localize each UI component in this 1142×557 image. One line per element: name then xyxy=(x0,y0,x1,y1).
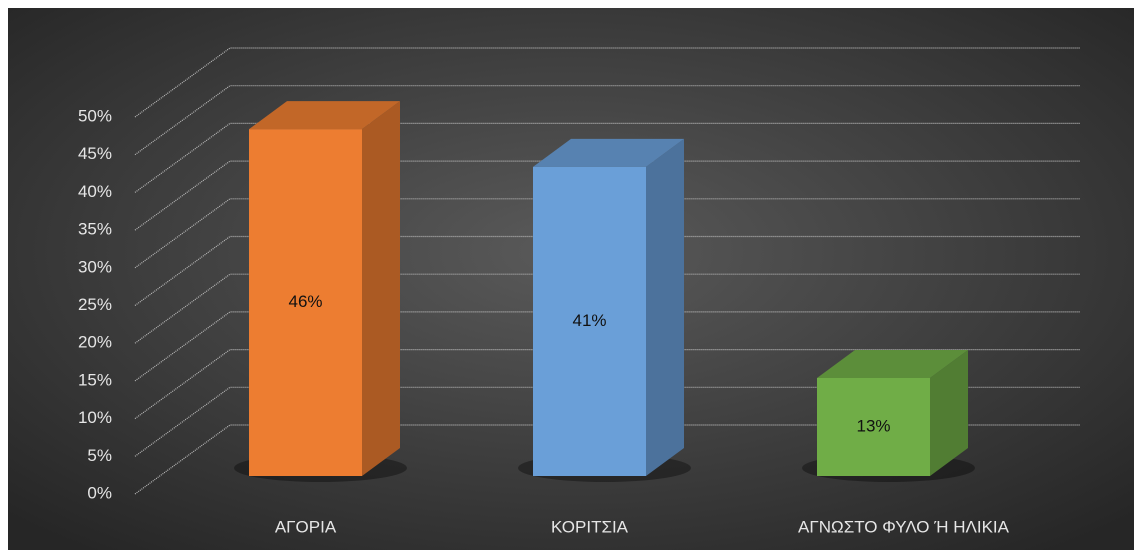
bar-side xyxy=(646,138,684,477)
y-tick-label: 20% xyxy=(78,333,112,352)
bar xyxy=(817,377,930,476)
y-tick-label: 10% xyxy=(78,408,112,427)
bar-top xyxy=(817,349,968,378)
y-tick-label: 30% xyxy=(78,257,112,276)
y-tick-label: 40% xyxy=(78,182,112,201)
data-label: 46% xyxy=(288,292,322,311)
grid-line xyxy=(134,47,1080,118)
data-label: 41% xyxy=(572,311,606,330)
bar-top xyxy=(249,101,400,130)
grid-line xyxy=(134,160,1080,231)
grid-line xyxy=(134,386,1080,457)
grid-line xyxy=(134,235,1080,306)
grid-line xyxy=(134,198,1080,269)
bar-side xyxy=(362,101,400,476)
x-tick-label: ΚΟΡΙΤΣΙΑ xyxy=(551,517,629,536)
bar-side xyxy=(930,349,968,476)
data-label: 13% xyxy=(856,416,890,435)
y-tick-label: 15% xyxy=(78,370,112,389)
y-tick-label: 45% xyxy=(78,144,112,163)
grid-line xyxy=(134,273,1080,344)
x-tick-label: ΑΓΝΩΣΤΟ ΦΥΛΟ Ή ΗΛΙΚΙΑ xyxy=(798,517,1010,536)
grid-line xyxy=(134,122,1080,193)
grid-line xyxy=(134,424,1080,495)
bar xyxy=(533,166,646,477)
y-tick-label: 35% xyxy=(78,220,112,239)
y-tick-label: 0% xyxy=(87,483,112,502)
bar xyxy=(249,129,362,476)
y-tick-label: 25% xyxy=(78,295,112,314)
grid-line xyxy=(134,311,1080,382)
grid-line xyxy=(134,349,1080,420)
bar-top xyxy=(533,138,684,167)
x-tick-label: ΑΓΟΡΙΑ xyxy=(275,517,337,536)
y-tick-label: 50% xyxy=(78,106,112,125)
grid-line xyxy=(134,85,1080,156)
y-tick-label: 5% xyxy=(87,446,112,465)
